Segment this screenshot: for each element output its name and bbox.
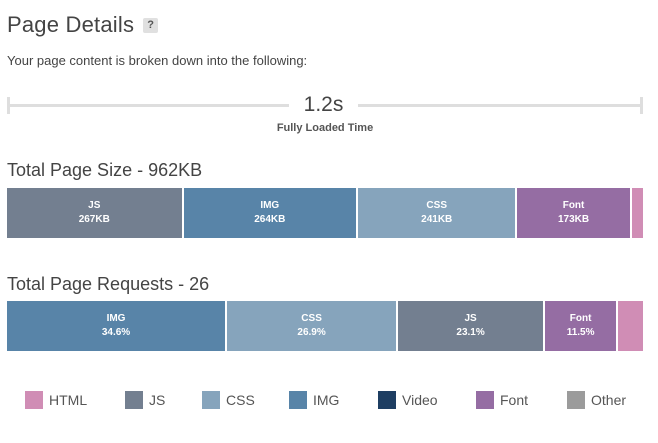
- content-type-legend: HTML JS CSS IMG Video Font Other: [25, 391, 645, 411]
- legend-swatch: [567, 391, 585, 409]
- legend-item-font[interactable]: Font: [476, 391, 528, 409]
- size-segment-css[interactable]: CSS 241KB: [358, 188, 518, 238]
- segment-value: 23.1%: [456, 327, 485, 338]
- page-size-bar: JS 267KB IMG 264KB CSS 241KB Font 173KB: [7, 188, 643, 238]
- legend-item-img[interactable]: IMG: [289, 391, 339, 409]
- requests-segment-js[interactable]: JS 23.1%: [398, 301, 546, 351]
- segment-label: Font: [569, 313, 592, 324]
- legend-swatch: [476, 391, 494, 409]
- timeline-end-cap: [640, 97, 643, 114]
- legend-label: IMG: [313, 392, 340, 408]
- segment-value: 267KB: [78, 214, 110, 225]
- legend-swatch: [25, 391, 43, 409]
- segment-label: CSS: [426, 200, 447, 211]
- segment-label: JS: [88, 200, 101, 211]
- segment-value: 34.6%: [101, 327, 131, 338]
- legend-item-other[interactable]: Other: [567, 391, 626, 409]
- legend-label: JS: [149, 392, 166, 408]
- legend-item-js[interactable]: JS: [125, 391, 165, 409]
- requests-segment-html[interactable]: [618, 301, 643, 351]
- requests-segment-css[interactable]: CSS 26.9%: [227, 301, 399, 351]
- legend-label: Video: [402, 392, 438, 408]
- page-title: Page Details: [7, 12, 135, 37]
- legend-item-video[interactable]: Video: [378, 391, 438, 409]
- help-icon[interactable]: ?: [143, 17, 159, 33]
- legend-swatch: [289, 391, 307, 409]
- size-segment-html[interactable]: [631, 188, 643, 238]
- requests-segment-img[interactable]: IMG 34.6%: [7, 301, 228, 351]
- page-details-header: Page Details ?: [7, 12, 159, 38]
- legend-item-css[interactable]: CSS: [202, 391, 255, 409]
- segment-value: 11.5%: [566, 327, 595, 338]
- legend-item-html[interactable]: HTML: [25, 391, 87, 409]
- fully-loaded-time-label: Fully Loaded Time: [276, 122, 374, 134]
- segment-value: 241KB: [421, 214, 453, 225]
- legend-label: Font: [500, 392, 529, 408]
- size-segment-img[interactable]: IMG 264KB: [183, 188, 359, 238]
- timeline-line-right: [358, 104, 643, 107]
- requests-segment-font[interactable]: Font 11.5%: [545, 301, 619, 351]
- legend-swatch: [378, 391, 396, 409]
- legend-label: Other: [591, 392, 627, 408]
- segment-value: 173KB: [557, 214, 590, 225]
- segment-value: 26.9%: [297, 327, 326, 338]
- total-page-requests-title: Total Page Requests - 26: [7, 274, 210, 294]
- total-page-size-title: Total Page Size - 962KB: [7, 160, 203, 180]
- intro-text: Your page content is broken down into th…: [7, 53, 308, 68]
- fully-loaded-timeline: 1.2s Fully Loaded Time: [7, 91, 643, 141]
- size-segment-font[interactable]: Font 173KB: [517, 188, 632, 238]
- size-segment-js[interactable]: JS 267KB: [7, 188, 184, 238]
- timeline-line-left: [7, 104, 289, 107]
- legend-label: CSS: [226, 392, 255, 408]
- segment-label: IMG: [106, 313, 126, 324]
- page-requests-bar: IMG 34.6% CSS 26.9% JS 23.1% Font 11.5%: [7, 301, 643, 351]
- segment-label: JS: [464, 313, 477, 324]
- legend-swatch: [125, 391, 143, 409]
- segment-value: 264KB: [254, 214, 286, 225]
- segment-label: IMG: [260, 200, 280, 211]
- legend-swatch: [202, 391, 220, 409]
- fully-loaded-time-value: 1.2s: [303, 93, 344, 116]
- segment-label: CSS: [301, 313, 322, 324]
- legend-label: HTML: [49, 392, 88, 408]
- segment-label: Font: [562, 200, 585, 211]
